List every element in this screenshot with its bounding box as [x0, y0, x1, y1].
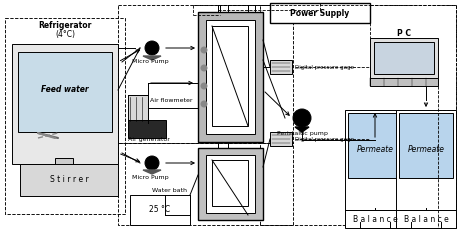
Bar: [128, 95, 148, 123]
Bar: [345, 110, 405, 210]
Bar: [130, 195, 190, 225]
Bar: [396, 210, 456, 228]
Text: Power Supply: Power Supply: [291, 8, 350, 17]
Bar: [396, 110, 456, 210]
Text: Permeate: Permeate: [357, 145, 394, 155]
Bar: [345, 210, 405, 228]
Bar: [212, 26, 248, 126]
Circle shape: [145, 156, 159, 170]
Bar: [260, 5, 456, 225]
Bar: [12, 44, 118, 164]
Bar: [5, 18, 125, 214]
Bar: [20, 164, 118, 196]
Circle shape: [201, 83, 207, 89]
Text: P C: P C: [397, 28, 411, 38]
Bar: [128, 120, 166, 138]
Circle shape: [201, 47, 207, 53]
Bar: [374, 42, 434, 74]
Text: Peristaltic pump: Peristaltic pump: [277, 131, 328, 136]
Text: Refrigerator: Refrigerator: [38, 22, 91, 30]
Text: Air flowmeter: Air flowmeter: [150, 98, 193, 103]
Bar: [399, 113, 453, 178]
Text: Micro Pump: Micro Pump: [132, 60, 168, 65]
Text: Water bath: Water bath: [152, 188, 188, 193]
Bar: [206, 155, 255, 213]
Text: Digital pressure gage: Digital pressure gage: [295, 65, 354, 69]
Text: B a l a n c e: B a l a n c e: [404, 215, 449, 224]
Polygon shape: [143, 56, 161, 60]
Bar: [18, 52, 112, 132]
Polygon shape: [295, 127, 309, 132]
Text: Feed water: Feed water: [41, 85, 89, 95]
Circle shape: [145, 41, 159, 55]
Text: Digital pressure gage: Digital pressure gage: [295, 136, 354, 142]
Text: Permeate: Permeate: [407, 145, 444, 155]
Bar: [270, 60, 292, 74]
Bar: [198, 12, 263, 142]
Bar: [198, 148, 263, 220]
Circle shape: [201, 65, 207, 71]
Polygon shape: [143, 170, 161, 174]
Bar: [370, 78, 438, 86]
Text: Micro Pump: Micro Pump: [132, 174, 168, 180]
Bar: [348, 113, 402, 178]
Bar: [270, 3, 370, 23]
Text: S t i r r e r: S t i r r e r: [49, 175, 88, 185]
Text: B a l a n c e: B a l a n c e: [353, 215, 397, 224]
Text: 25 °C: 25 °C: [149, 205, 170, 215]
Bar: [370, 38, 438, 78]
Circle shape: [293, 109, 311, 127]
Bar: [270, 132, 292, 146]
Text: (4°C): (4°C): [55, 30, 75, 39]
Bar: [206, 20, 255, 134]
Circle shape: [201, 101, 207, 107]
Bar: [118, 143, 293, 225]
Text: Air generator: Air generator: [128, 137, 170, 142]
Bar: [55, 158, 73, 166]
Bar: [212, 160, 248, 206]
Bar: [118, 5, 293, 143]
